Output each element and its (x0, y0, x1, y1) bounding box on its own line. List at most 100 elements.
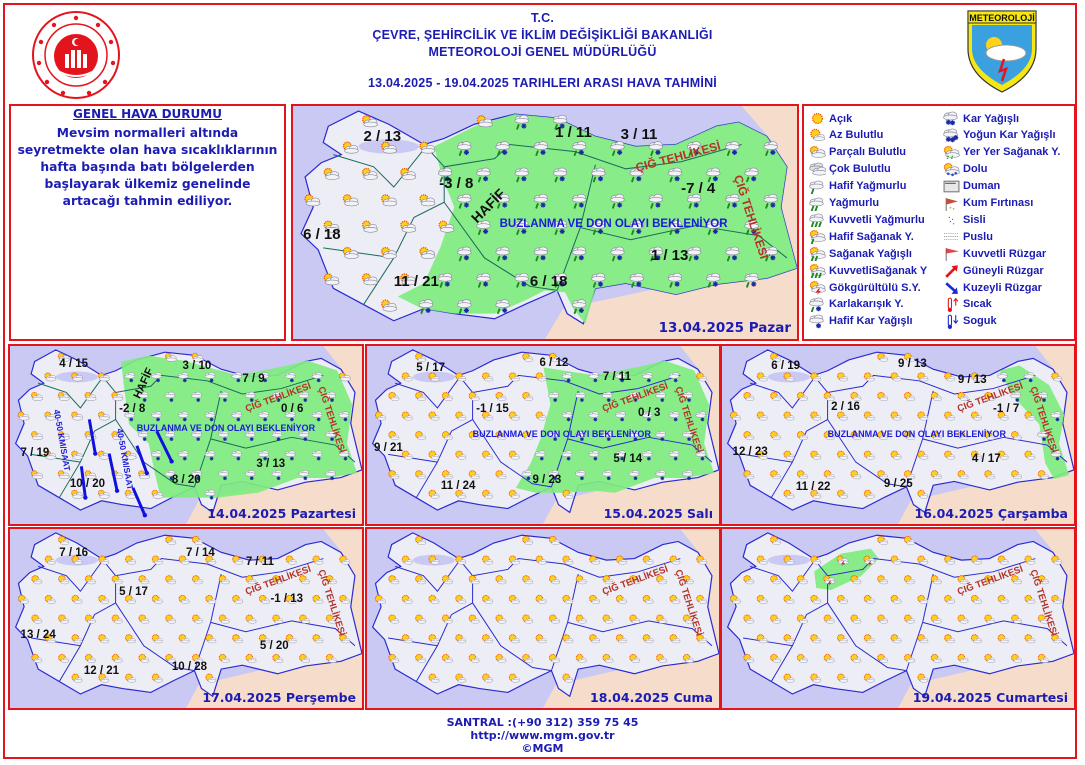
region-border (115, 575, 195, 672)
az-bulutlu-icon (917, 489, 929, 499)
legend-label: Sıcak (963, 298, 992, 311)
az-bulutlu-icon (245, 614, 257, 624)
hafif-kar-icon (325, 430, 336, 441)
karlakarisik-icon (572, 193, 587, 209)
az-bulutlu-icon (1024, 594, 1036, 604)
az-bulutlu-icon (756, 450, 768, 460)
az-bulutlu-icon (138, 575, 150, 585)
hafif-kar-icon (655, 430, 667, 441)
az-bulutlu-icon (165, 653, 177, 663)
az-bulutlu-icon (984, 391, 996, 401)
karlakarisik-icon (667, 220, 683, 236)
footer-url[interactable]: http://www.mgm.gov.tr (470, 729, 615, 742)
az-bulutlu-icon (917, 372, 929, 382)
forecast-map-16-04: 6 / 19 9 / 13 9 / 13 2 / 16 -1 / 7 12 / 23 11 … (720, 344, 1076, 526)
az-bulutlu-icon (642, 594, 654, 604)
parcali-bulutlu-icon (71, 450, 84, 460)
hafif-kar-icon (615, 411, 626, 422)
forecast-map-14-04: 4 / 15 3 / 10 7 / 9 -2 / 8 0 / 6 7 / 19 10 / 2… (8, 344, 364, 526)
header-directorate: METEOROLOJİ GENEL MÜDÜRLÜĞÜ (428, 45, 657, 59)
hafif-kar-icon (284, 411, 296, 422)
az-bulutlu-icon (863, 411, 875, 421)
az-bulutlu-icon (401, 555, 413, 565)
az-bulutlu-icon (98, 555, 110, 565)
header-tc: T.C. (530, 11, 555, 25)
az-bulutlu-icon (837, 489, 849, 499)
hafif-kar-icon (561, 450, 573, 461)
hafif-kar-icon (244, 470, 256, 481)
az-bulutlu-icon (770, 470, 782, 480)
az-bulutlu-icon (729, 594, 741, 604)
hafif-kar-icon (628, 470, 640, 481)
parcali-bulutlu-icon (342, 246, 359, 259)
az-bulutlu-icon (642, 634, 654, 644)
az-bulutlu-icon (669, 634, 681, 644)
north-wind-arrow-icon (135, 445, 150, 476)
hafif-kar-icon (1010, 391, 1022, 402)
karlakarisik-icon (725, 193, 740, 209)
az-bulutlu-icon (272, 614, 284, 624)
az-bulutlu-icon (917, 450, 929, 460)
parcali-bulutlu-icon (323, 273, 340, 286)
hafif-kar-icon (137, 391, 149, 402)
parcali-bulutlu-icon (97, 411, 110, 421)
parcali-bulutlu-icon (419, 246, 436, 259)
az-bulutlu-icon (285, 634, 297, 644)
legend-label: Çok Bulutlu (829, 163, 891, 176)
az-bulutlu-icon (850, 470, 862, 480)
region-border (750, 559, 816, 593)
az-bulutlu-icon (455, 634, 467, 644)
page-frame (3, 3, 1077, 759)
az-bulutlu-icon (325, 653, 337, 663)
az-bulutlu-icon (98, 673, 110, 683)
karlakarisik-icon (552, 220, 568, 236)
az-bulutlu-icon (339, 594, 351, 604)
hafif-kar-icon (164, 430, 176, 441)
legend-label: Soguk (963, 315, 997, 328)
yagmurlu-icon (809, 197, 824, 211)
az-bulutlu-icon (468, 614, 480, 624)
hafif-kar-icon (561, 411, 573, 422)
karlakarisik-icon (572, 246, 587, 262)
az-bulutlu-icon (522, 391, 534, 401)
az-bulutlu-icon (455, 555, 467, 565)
az-bulutlu-icon (71, 673, 83, 683)
hafif-kar-icon (668, 450, 680, 461)
az-bulutlu-icon (178, 555, 190, 565)
turkey-map (371, 529, 719, 708)
gokgurultulu-icon (809, 280, 826, 295)
az-bulutlu-icon (823, 653, 835, 663)
az-bulutlu-icon (258, 634, 270, 644)
az-bulutlu-icon (495, 470, 507, 480)
parcali-bulutlu-icon (304, 194, 321, 207)
legend-label: Parçalı Bulutlu (829, 146, 907, 159)
karlakarisik-icon (457, 299, 472, 315)
az-bulutlu-icon (415, 391, 427, 401)
region-border (323, 247, 394, 259)
az-bulutlu-icon (401, 411, 413, 421)
az-bulutlu-icon (232, 634, 244, 644)
hafif-kar-icon (151, 450, 162, 461)
legend-item-az-bulutlu: Az Bulutlu (809, 128, 883, 143)
karlakarisik-icon (629, 272, 644, 288)
az-bulutlu-icon (415, 352, 427, 362)
karlakarisik-icon (476, 167, 491, 183)
hafif-kar-icon (574, 391, 586, 402)
karlakarisik-icon (610, 141, 625, 157)
parcali-bulutlu-icon (97, 372, 110, 382)
az-bulutlu-icon (656, 575, 668, 585)
az-bulutlu-icon (984, 575, 996, 585)
turkey-map (371, 346, 719, 524)
az-bulutlu-icon (837, 594, 849, 604)
legend-item-kar: Kar Yağışlı (943, 111, 1019, 126)
hafif-kar-icon (298, 470, 310, 481)
parcali-bulutlu-icon (342, 141, 359, 154)
hafif-kar-icon (641, 372, 653, 383)
az-bulutlu-icon (98, 634, 110, 644)
az-bulutlu-icon (535, 372, 547, 382)
forecast-map-13-04: 2 / 13 1 / 11 3 / 11 -3 / 8 -7 / 4 6 / 18 1 / … (291, 104, 799, 341)
az-bulutlu-icon (562, 634, 574, 644)
parcali-bulutlu-icon (438, 220, 455, 233)
az-bulutlu-icon (669, 555, 681, 565)
hafif-kar-icon (271, 391, 283, 402)
